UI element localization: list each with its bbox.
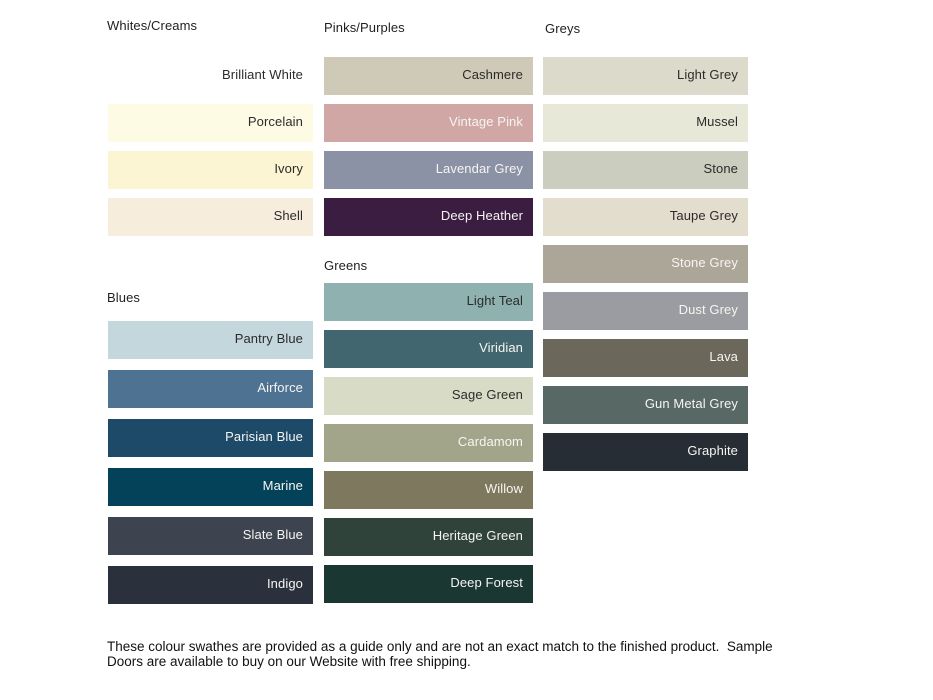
swatch-list-greens: Light Teal Viridian Sage Green Cardamom Will…: [324, 283, 533, 603]
footnote-line: These colour swathes are provided as a g…: [107, 639, 773, 654]
group-title-blues: Blues: [107, 290, 141, 305]
swatch-cardamom: Cardamom: [324, 424, 533, 462]
swatch-list-whites-creams: Brilliant White Porcelain Ivory Shell: [108, 57, 313, 236]
swatch-gun-metal-grey: Gun Metal Grey: [543, 386, 748, 424]
swatch-label: Heritage Green: [432, 528, 523, 543]
swatch-deep-heather: Deep Heather: [324, 198, 533, 236]
swatch-label: Stone: [703, 161, 738, 176]
swatch-label: Deep Forest: [450, 575, 523, 590]
swatch-label: Porcelain: [247, 114, 303, 129]
swatch-label: Parisian Blue: [225, 429, 303, 444]
group-title-greens: Greens: [324, 258, 368, 273]
swatch-airforce: Airforce: [108, 370, 313, 408]
swatch-dust-grey: Dust Grey: [543, 292, 748, 330]
swatch-label: Marine: [262, 478, 303, 493]
swatch-slate-blue: Slate Blue: [108, 517, 313, 555]
swatch-label: Light Teal: [466, 293, 523, 308]
swatch-label: Stone Grey: [671, 255, 738, 270]
swatch-brilliant-white: Brilliant White: [108, 57, 313, 95]
group-title-whites-creams: Whites/Creams: [107, 18, 198, 33]
swatch-graphite: Graphite: [543, 433, 748, 471]
swatch-label: Willow: [484, 481, 523, 496]
swatch-shell: Shell: [108, 198, 313, 236]
swatch-label: Lava: [709, 349, 738, 364]
swatch-label: Sage Green: [451, 387, 523, 402]
swatch-list-pinks-purples: Cashmere Vintage Pink Lavendar Grey Deep He…: [324, 57, 533, 236]
swatch-lava: Lava: [543, 339, 748, 377]
swatch-lavendar-grey: Lavendar Grey: [324, 151, 533, 189]
swatch-list-blues: Pantry Blue Airforce Parisian Blue Marine Sl…: [108, 321, 313, 604]
swatch-deep-forest: Deep Forest: [324, 565, 533, 603]
swatch-label: Shell: [273, 208, 303, 223]
swatch-porcelain: Porcelain: [108, 104, 313, 142]
swatch-label: Graphite: [687, 443, 738, 458]
swatch-label: Light Grey: [677, 67, 738, 82]
swatch-label: Gun Metal Grey: [644, 396, 738, 411]
swatch-label: Viridian: [479, 340, 523, 355]
swatch-ivory: Ivory: [108, 151, 313, 189]
swatch-light-teal: Light Teal: [324, 283, 533, 321]
group-title-greys: Greys: [545, 21, 581, 36]
swatch-label: Brilliant White: [222, 67, 303, 82]
swatch-taupe-grey: Taupe Grey: [543, 198, 748, 236]
swatch-label: Taupe Grey: [669, 208, 738, 223]
swatch-label: Pantry Blue: [234, 331, 303, 346]
swatch-label: Dust Grey: [678, 302, 738, 317]
swatch-indigo: Indigo: [108, 566, 313, 604]
swatch-willow: Willow: [324, 471, 533, 509]
swatch-label: Cardamom: [457, 434, 523, 449]
swatch-mussel: Mussel: [543, 104, 748, 142]
swatch-list-greys: Light Grey Mussel Stone Taupe Grey Stone Gre…: [543, 57, 748, 471]
swatch-parisian-blue: Parisian Blue: [108, 419, 313, 457]
swatch-cashmere: Cashmere: [324, 57, 533, 95]
footnote-line: Doors are available to buy on our Websit…: [107, 654, 471, 669]
swatch-label: Indigo: [266, 576, 303, 591]
swatch-stone: Stone: [543, 151, 748, 189]
swatch-pantry-blue: Pantry Blue: [108, 321, 313, 359]
swatch-label: Mussel: [696, 114, 738, 129]
swatch-vintage-pink: Vintage Pink: [324, 104, 533, 142]
footnote: These colour swathes are provided as a g…: [107, 639, 787, 669]
swatch-heritage-green: Heritage Green: [324, 518, 533, 556]
group-title-pinks-purples: Pinks/Purples: [324, 20, 405, 35]
swatch-viridian: Viridian: [324, 330, 533, 368]
swatch-label: Airforce: [257, 380, 303, 395]
swatch-label: Ivory: [274, 161, 303, 176]
swatch-marine: Marine: [108, 468, 313, 506]
swatch-label: Lavendar Grey: [435, 161, 523, 176]
swatch-label: Deep Heather: [440, 208, 523, 223]
swatch-label: Vintage Pink: [449, 114, 523, 129]
swatch-light-grey: Light Grey: [543, 57, 748, 95]
swatch-label: Cashmere: [462, 67, 523, 82]
swatch-stone-grey: Stone Grey: [543, 245, 748, 283]
swatch-sage-green: Sage Green: [324, 377, 533, 415]
swatch-label: Slate Blue: [242, 527, 303, 542]
